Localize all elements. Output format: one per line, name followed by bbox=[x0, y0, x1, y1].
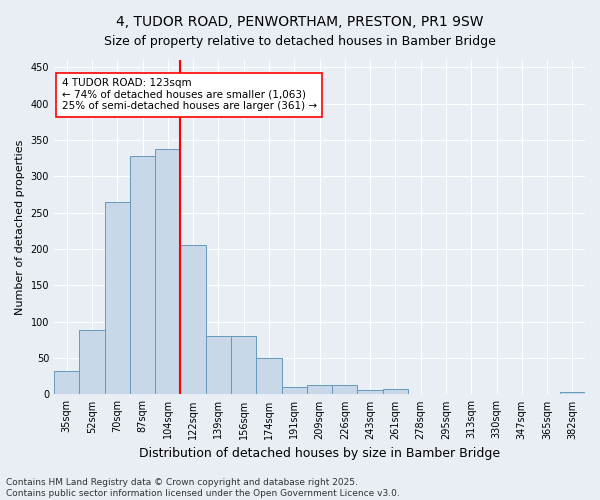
Bar bbox=[54, 371, 79, 394]
Bar bbox=[383, 388, 408, 394]
Bar bbox=[256, 358, 281, 395]
Text: 4 TUDOR ROAD: 123sqm
← 74% of detached houses are smaller (1,063)
25% of semi-de: 4 TUDOR ROAD: 123sqm ← 74% of detached h… bbox=[62, 78, 317, 112]
Bar bbox=[231, 336, 256, 394]
Bar bbox=[130, 156, 155, 394]
Bar bbox=[181, 246, 206, 394]
Bar bbox=[155, 148, 181, 394]
Bar bbox=[206, 336, 231, 394]
Bar bbox=[560, 392, 585, 394]
Bar bbox=[307, 385, 332, 394]
Text: Contains HM Land Registry data © Crown copyright and database right 2025.
Contai: Contains HM Land Registry data © Crown c… bbox=[6, 478, 400, 498]
Bar bbox=[79, 330, 104, 394]
Text: 4, TUDOR ROAD, PENWORTHAM, PRESTON, PR1 9SW: 4, TUDOR ROAD, PENWORTHAM, PRESTON, PR1 … bbox=[116, 15, 484, 29]
Bar bbox=[358, 390, 383, 394]
Y-axis label: Number of detached properties: Number of detached properties bbox=[15, 140, 25, 315]
Bar bbox=[281, 387, 307, 394]
Bar bbox=[104, 202, 130, 394]
X-axis label: Distribution of detached houses by size in Bamber Bridge: Distribution of detached houses by size … bbox=[139, 447, 500, 460]
Bar bbox=[332, 385, 358, 394]
Text: Size of property relative to detached houses in Bamber Bridge: Size of property relative to detached ho… bbox=[104, 35, 496, 48]
